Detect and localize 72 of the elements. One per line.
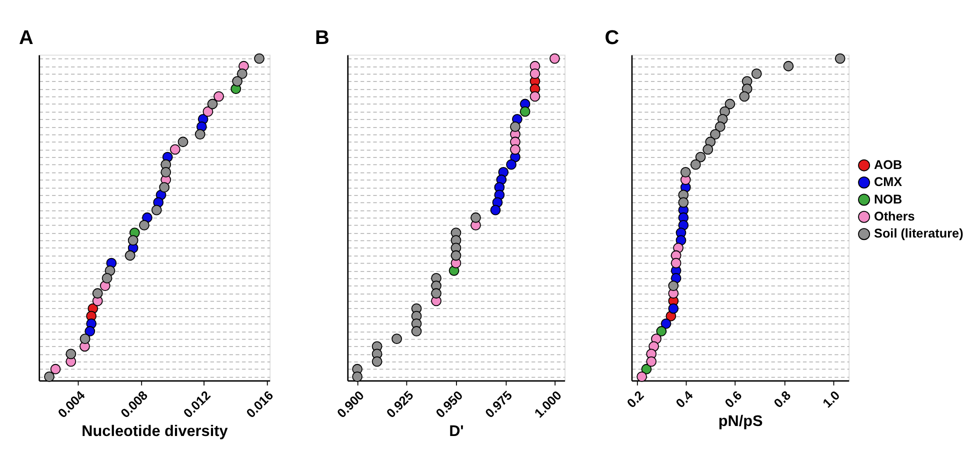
point: [670, 258, 682, 268]
x-tick-label: 0.2: [624, 388, 647, 411]
point: [834, 53, 846, 64]
point: [751, 68, 762, 79]
point: [668, 280, 679, 291]
point: [668, 303, 679, 314]
point: [520, 106, 530, 117]
point: [739, 91, 750, 102]
point: [372, 356, 382, 367]
point: [214, 91, 224, 102]
point: [530, 91, 540, 102]
point: [194, 129, 206, 140]
x-axis-title: pN/pS: [718, 412, 763, 430]
chart-title: B: [314, 26, 330, 49]
point: [160, 166, 172, 178]
x-tick-label: 0.6: [722, 388, 745, 411]
point: [139, 220, 150, 230]
point: [392, 334, 402, 344]
chart-title: C: [604, 26, 620, 49]
point: [128, 235, 138, 246]
point: [80, 334, 90, 344]
point: [431, 288, 442, 299]
point: [202, 106, 214, 117]
chart-title: A: [19, 26, 34, 49]
point: [710, 129, 720, 140]
point: [207, 98, 218, 110]
point: [411, 326, 422, 336]
point: [783, 60, 794, 72]
legend-label: Soil (literature): [874, 226, 964, 241]
point: [550, 53, 560, 64]
point: [656, 326, 667, 336]
point: [506, 159, 516, 170]
point: [680, 166, 691, 178]
point: [636, 372, 648, 382]
point: [646, 356, 657, 367]
point: [490, 204, 501, 216]
point: [352, 372, 362, 382]
x-tick-label: 0.8: [771, 388, 794, 411]
point: [50, 364, 61, 374]
point: [66, 348, 76, 360]
point: [450, 250, 462, 261]
point: [102, 273, 112, 284]
legend-label: NOB: [874, 192, 902, 206]
point: [232, 76, 242, 86]
point: [690, 159, 701, 170]
x-axis-title: D': [449, 422, 464, 440]
x-tick-label: 0.4: [673, 388, 696, 411]
point: [170, 144, 180, 155]
point: [151, 204, 162, 216]
point: [92, 288, 103, 299]
point: [84, 326, 96, 336]
legend-label: Others: [874, 210, 915, 224]
x-axis-title: Nucleotide diversity: [82, 422, 228, 440]
legend-label: AOB: [874, 158, 902, 172]
point: [678, 197, 689, 208]
point: [236, 68, 248, 79]
x-tick-label: 1.0: [820, 388, 843, 411]
point: [124, 250, 136, 261]
point: [44, 372, 54, 382]
point: [254, 53, 264, 64]
point: [178, 136, 188, 148]
point: [702, 144, 714, 155]
point: [510, 122, 520, 132]
point: [470, 212, 481, 223]
point: [510, 144, 520, 155]
point: [159, 182, 170, 193]
point: [714, 122, 726, 132]
point: [724, 98, 736, 110]
point: [695, 152, 706, 162]
legend-label: CMX: [874, 175, 903, 190]
point: [530, 68, 540, 79]
point: [660, 318, 672, 329]
